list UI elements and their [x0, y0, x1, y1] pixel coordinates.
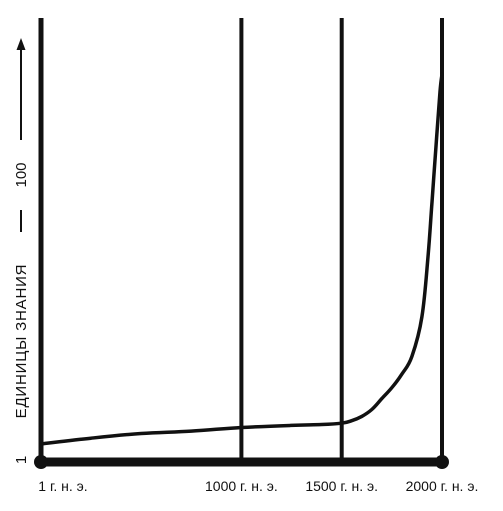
x-axis	[34, 455, 449, 469]
y-tick-label-100: 100	[13, 162, 30, 187]
vertical-lines	[38, 18, 444, 462]
y-tick-label-1: 1	[13, 456, 30, 464]
y-axis-label: ЕДИНИЦЫ ЗНАНИЯ	[13, 264, 30, 419]
x-tick-label-1000: 1000 г. н. э.	[205, 478, 278, 494]
x-tick-label-1: 1 г. н. э.	[38, 478, 87, 494]
x-tick-label-2000: 2000 г. н. э.	[406, 478, 479, 494]
y-axis-annotation: ЕДИНИЦЫ ЗНАНИЯ 100 1	[13, 38, 30, 464]
y-axis-arrow-head	[16, 38, 26, 50]
x-tick-labels: 1 г. н. э. 1000 г. н. э. 1500 г. н. э. 2000…	[38, 478, 478, 494]
series-line-0	[39, 72, 444, 446]
x-tick-label-1500: 1500 г. н. э.	[305, 478, 378, 494]
series-layer	[39, 72, 444, 446]
x-axis-end-dot	[435, 455, 449, 469]
x-axis-start-dot	[34, 455, 48, 469]
